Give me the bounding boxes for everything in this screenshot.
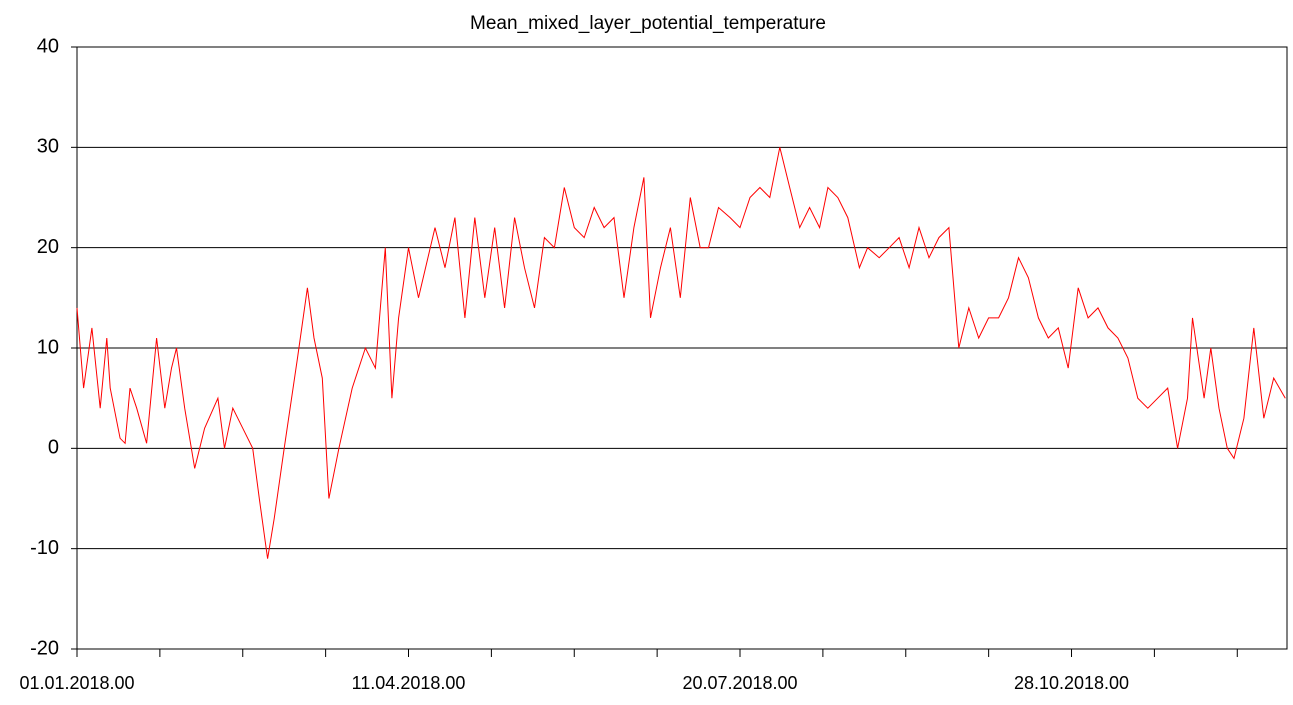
y-tick-label: 30 (37, 136, 59, 158)
y-tick-label: -20 (30, 637, 59, 659)
y-tick-label: 0 (48, 437, 59, 459)
y-tick-label: -10 (30, 537, 59, 559)
plot-frame (76, 46, 1288, 650)
x-tick-label: 20.07.2018.00 (682, 673, 797, 693)
x-tick-label: 28.10.2018.00 (1014, 673, 1129, 693)
x-tick-label: 01.01.2018.00 (19, 673, 134, 693)
y-tick-label: 40 (37, 35, 59, 57)
chart-title: Mean_mixed_layer_potential_temperature (470, 13, 826, 34)
y-tick-label: 20 (37, 236, 59, 258)
y-tick-label: 10 (37, 336, 59, 358)
x-tick-label: 11.04.2018.00 (352, 673, 466, 693)
data-line (76, 147, 1286, 559)
